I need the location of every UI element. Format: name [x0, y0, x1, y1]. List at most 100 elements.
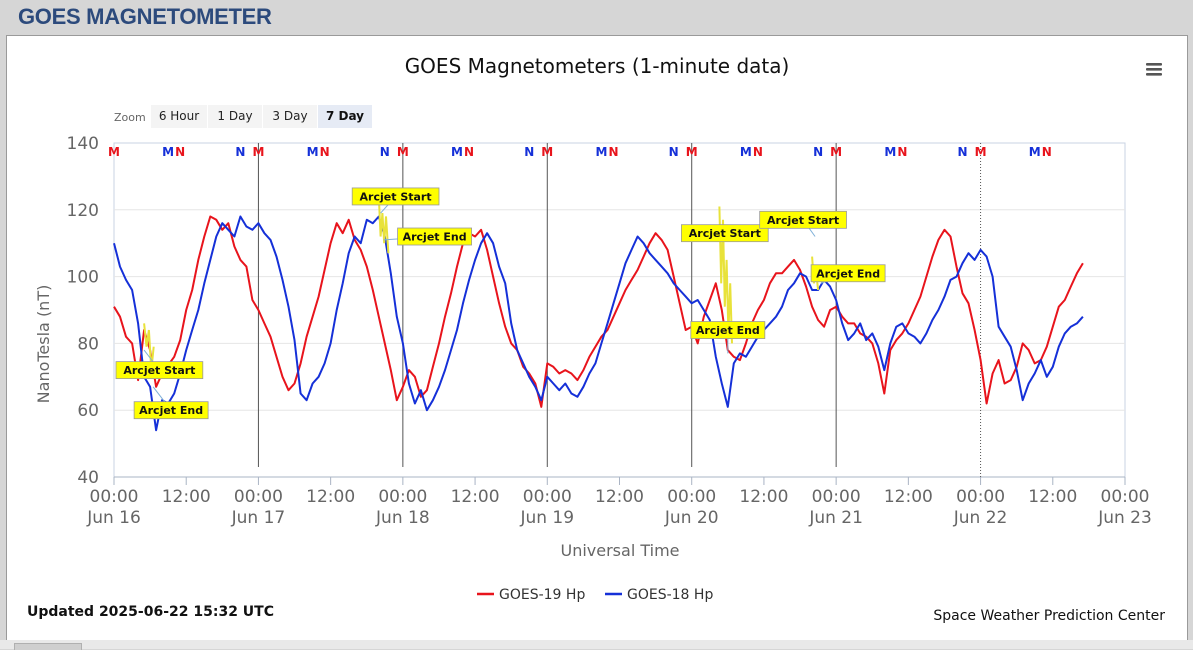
- x-tick-label: 00:00: [956, 487, 1005, 507]
- arcjet-trace: [718, 206, 733, 344]
- x-tick-label: 12:00: [306, 487, 355, 507]
- event-marker-n: N: [1042, 145, 1052, 159]
- event-marker-m: M: [307, 145, 319, 159]
- event-marker-m: M: [595, 145, 607, 159]
- event-marker-n: N: [608, 145, 618, 159]
- grid-lines: [114, 209, 1125, 478]
- arcjet-annotation: Arcjet Start: [681, 224, 769, 243]
- arcjet-traces: [143, 196, 820, 371]
- event-marker-m: M: [397, 145, 409, 159]
- y-tick-label: 40: [77, 468, 99, 488]
- annotation-box: [690, 321, 766, 339]
- x-tick-date: Jun 17: [231, 508, 286, 528]
- zoom-controls: Zoom 6 Hour 1 Day 3 Day 7 Day: [114, 105, 372, 128]
- credit-text: Space Weather Prediction Center: [933, 608, 1165, 624]
- event-marker-m: M: [830, 145, 842, 159]
- x-tick-label: 12:00: [595, 487, 644, 507]
- arcjet-annotation: Arcjet End: [133, 386, 209, 420]
- x-tick-date: Jun 16: [86, 508, 141, 528]
- x-tick-date: Jun 20: [664, 508, 719, 528]
- y-tick-label: 60: [77, 401, 99, 421]
- zoom-1-day-button[interactable]: 1 Day: [208, 105, 262, 128]
- event-marker-n: N: [320, 145, 330, 159]
- event-marker-m: M: [1029, 145, 1041, 159]
- y-tick-label: 80: [77, 334, 99, 354]
- x-tick-label: 12:00: [451, 487, 500, 507]
- page-title: GOES MAGNETOMETER: [18, 4, 272, 29]
- x-tick-label: 12:00: [884, 487, 933, 507]
- event-marker-n: N: [235, 145, 245, 159]
- legend-item-goes19[interactable]: GOES-19 Hp: [477, 587, 585, 603]
- y-axis-label: NanoTesla (nT): [34, 285, 53, 404]
- annotation-label: Arcjet Start: [360, 190, 432, 203]
- bottom-scrollbar[interactable]: [0, 640, 1193, 650]
- plot-area: [113, 142, 1126, 478]
- arcjet-annotation: Arcjet End: [383, 227, 473, 246]
- event-marker-n: N: [175, 145, 185, 159]
- x-tick-label: 12:00: [162, 487, 211, 507]
- event-marker-n: N: [753, 145, 763, 159]
- event-marker-n: N: [957, 145, 967, 159]
- zoom-3-day-button[interactable]: 3 Day: [263, 105, 317, 128]
- x-tick-label: 12:00: [1028, 487, 1077, 507]
- y-axis-ticks: 40 60 80 100 120 140: [67, 134, 99, 488]
- series-line-goes19: [113, 215, 1084, 408]
- chart-panel: GOES Magnetometers (1-minute data) Zoom …: [6, 35, 1188, 643]
- arcjet-annotation: Arcjet Start: [759, 210, 847, 237]
- updated-timestamp: Updated 2025-06-22 15:32 UTC: [27, 604, 274, 620]
- x-tick-date: Jun 19: [519, 508, 574, 528]
- event-marker-m: M: [252, 145, 264, 159]
- x-tick-label: 12:00: [739, 487, 788, 507]
- event-marker-n: N: [524, 145, 534, 159]
- legend: GOES-19 Hp GOES-18 Hp: [477, 587, 713, 603]
- annotation-label: Arcjet End: [139, 404, 203, 417]
- bottom-tab[interactable]: [14, 643, 82, 650]
- arcjet-annotation: Arcjet End: [810, 264, 886, 284]
- arcjet-annotation: Arcjet End: [690, 321, 766, 354]
- event-marker-n: N: [669, 145, 679, 159]
- event-marker-n: N: [464, 145, 474, 159]
- x-tick-label: 00:00: [523, 487, 572, 507]
- event-marker-n: N: [897, 145, 907, 159]
- arcjet-annotations: Arcjet Start Arcjet End Arcjet Start Arcjet…: [115, 187, 886, 420]
- annotation-label: Arcjet Start: [767, 214, 839, 227]
- annotation-label: Arcjet Start: [123, 364, 195, 377]
- event-marker-m: M: [108, 145, 120, 159]
- annotation-box: [351, 187, 440, 206]
- x-tick-label: 00:00: [1101, 487, 1150, 507]
- magnetometer-chart: GOES Magnetometers (1-minute data) Zoom …: [27, 54, 1165, 624]
- x-tick-date: Jun 21: [808, 508, 863, 528]
- annotation-box: [397, 227, 473, 246]
- zoom-6-hour-button[interactable]: 6 Hour: [151, 105, 207, 128]
- annotation-box: [759, 210, 847, 229]
- legend-label-goes18: GOES-18 Hp: [627, 587, 713, 603]
- x-tick-label: 00:00: [667, 487, 716, 507]
- event-marker-m: M: [884, 145, 896, 159]
- event-marker-m: M: [541, 145, 553, 159]
- legend-label-goes19: GOES-19 Hp: [499, 587, 585, 603]
- zoom-1-day-label: 1 Day: [217, 109, 252, 123]
- arcjet-annotation: Arcjet Start: [115, 349, 204, 380]
- zoom-7-day-button[interactable]: 7 Day: [318, 105, 372, 128]
- x-tick-date: Jun 23: [1097, 508, 1152, 528]
- annotation-label: Arcjet End: [696, 324, 760, 337]
- legend-item-goes18[interactable]: GOES-18 Hp: [605, 587, 713, 603]
- annotation-box: [115, 361, 204, 380]
- series-lines: [113, 215, 1084, 432]
- menu-icon[interactable]: [1145, 62, 1163, 80]
- event-marker-m: M: [975, 145, 987, 159]
- annotation-label: Arcjet End: [816, 267, 880, 280]
- x-tick-label: 00:00: [812, 487, 861, 507]
- y-tick-label: 120: [67, 201, 99, 221]
- x-tick-date: Jun 22: [953, 508, 1008, 528]
- annotation-label: Arcjet Start: [689, 227, 761, 240]
- zoom-6-hour-label: 6 Hour: [159, 109, 199, 123]
- annotation-box: [681, 224, 769, 243]
- x-tick-label: 00:00: [234, 487, 283, 507]
- annotation-label: Arcjet End: [403, 231, 467, 244]
- annotation-box: [133, 401, 209, 420]
- arcjet-trace: [377, 196, 390, 254]
- event-marker-n: N: [813, 145, 823, 159]
- arcjet-annotation: Arcjet Start: [351, 187, 440, 214]
